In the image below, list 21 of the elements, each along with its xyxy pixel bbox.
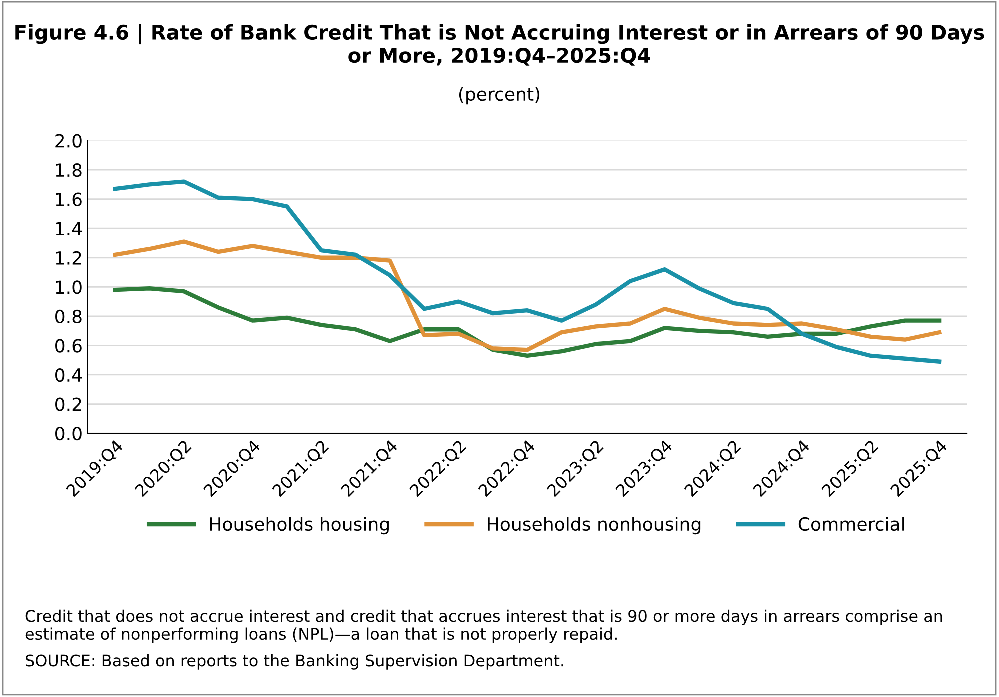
y-tick-label: 1.2 [56, 251, 82, 265]
legend-label: Households housing [210, 517, 389, 535]
y-tick-label: 0.0 [56, 426, 82, 441]
line-series [113, 240, 942, 352]
y-tick-label: 1.6 [56, 192, 82, 206]
legend-label: Households nonhousing [488, 517, 701, 535]
chart-title: Figure 4.6 | Rate of Bank Credit That is Not Accruing Interest or in Arrears of 90 Days or More, 2019:Q4–2025:Q4 [16, 24, 984, 66]
text: Credit that does not accrue interest and credit that accrues interest that is 90 or more days in arrears comprise an estimate of nonperforming loans (NPL)—a loan that is not properly repaid. [26, 610, 942, 644]
y-tick-label: 1.4 [56, 222, 82, 236]
y-tick-label: 1.0 [56, 280, 82, 294]
y-tick-label: 2.0 [56, 134, 82, 148]
y-tick-label: 0.2 [56, 398, 82, 412]
y-tick-label: 0.8 [56, 310, 82, 324]
legend-label: Commercial [798, 517, 904, 532]
line-series [113, 286, 942, 358]
source-note: SOURCE: Based on reports to the Banking Supervision Department. [26, 654, 564, 670]
line-series [113, 180, 942, 364]
y-tick-label: 1.8 [56, 164, 82, 178]
y-tick-label: 0.4 [56, 368, 82, 382]
chart-subtitle: (percent) [459, 87, 540, 105]
y-tick-label: 0.6 [56, 339, 82, 353]
